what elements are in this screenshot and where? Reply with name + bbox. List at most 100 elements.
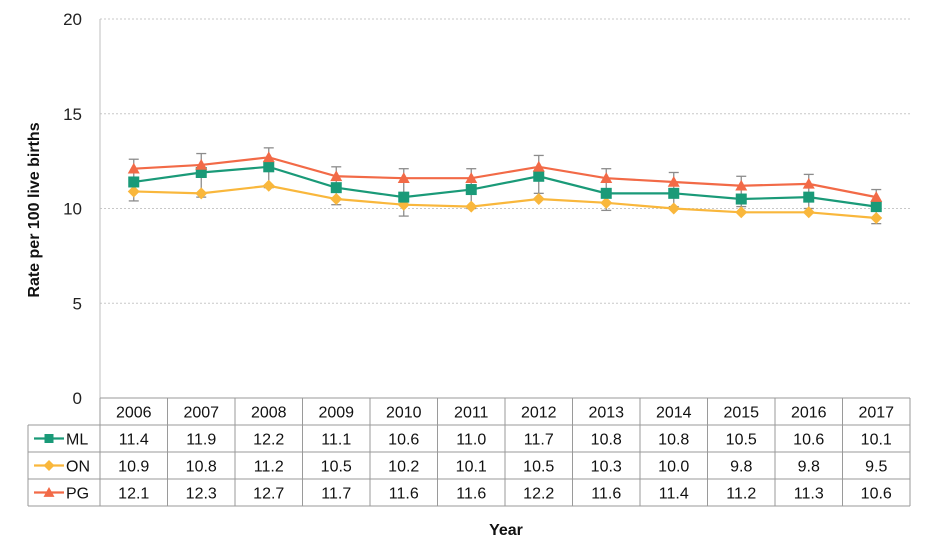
- data-point-on: [735, 206, 748, 219]
- data-point-pg: [465, 172, 478, 183]
- x-tick-label: 2014: [656, 405, 692, 422]
- table-cell: 11.0: [456, 432, 486, 449]
- data-point-pg: [600, 172, 613, 183]
- data-point-pg: [330, 170, 343, 182]
- table-cell: 12.1: [118, 486, 149, 503]
- y-tick-label: 0: [73, 389, 82, 408]
- x-tick-label: 2009: [318, 405, 354, 422]
- data-point-pg: [397, 172, 410, 183]
- table-cell: 10.5: [726, 432, 757, 449]
- data-point-pg: [870, 191, 883, 202]
- table-cell: 10.6: [861, 486, 892, 503]
- data-point-ml: [870, 201, 882, 213]
- x-tick-label: 2016: [791, 405, 827, 422]
- series-lines: [133, 156, 877, 220]
- y-axis-title: Rate per 100 live births: [26, 122, 43, 297]
- table-cell: 11.7: [321, 486, 351, 503]
- data-point-pg: [735, 179, 748, 191]
- table-cell: 11.6: [591, 486, 621, 503]
- data-point-pg: [195, 158, 208, 170]
- data-point-on: [330, 193, 343, 206]
- table-cell: 11.1: [321, 432, 351, 449]
- data-point-on: [262, 179, 275, 192]
- table-cell: 10.6: [388, 432, 419, 449]
- y-tick-label: 10: [63, 200, 82, 219]
- y-tick-label: 5: [73, 294, 82, 313]
- data-point-ml: [668, 187, 680, 199]
- table-cell: 10.8: [186, 459, 217, 476]
- data-point-on: [600, 196, 613, 209]
- table-cell: 12.2: [523, 486, 554, 503]
- table-cell: 11.3: [794, 486, 824, 503]
- data-point-ml: [195, 166, 207, 178]
- series-line-ml: [133, 165, 877, 208]
- data-point-ml: [398, 191, 410, 203]
- gridlines: [99, 18, 910, 398]
- series-line-pg: [133, 156, 877, 199]
- table-cell: 11.4: [659, 486, 689, 503]
- legend-label-on: ON: [66, 459, 90, 476]
- x-tick-label: 2010: [386, 405, 422, 422]
- table-cell: 10.5: [321, 459, 352, 476]
- data-point-pg: [532, 160, 545, 172]
- table-cell: 9.8: [798, 459, 820, 476]
- data-point-on: [195, 187, 208, 200]
- table-cell: 10.8: [591, 432, 622, 449]
- table-cell: 10.0: [658, 459, 689, 476]
- table-cell: 9.8: [730, 459, 752, 476]
- x-tick-label: 2017: [858, 405, 894, 422]
- legend-marker-pg: [43, 487, 55, 497]
- legend-label-pg: PG: [66, 486, 89, 503]
- x-axis-title: Year: [489, 522, 523, 539]
- series-markers: [127, 151, 883, 224]
- table-cell: 11.2: [254, 459, 284, 476]
- data-point-ml: [600, 187, 612, 199]
- table-cell: 10.5: [523, 459, 554, 476]
- data-point-ml: [330, 182, 342, 194]
- data-point-on: [532, 193, 545, 206]
- legend-marker-on: [43, 460, 55, 471]
- data-point-ml: [263, 161, 275, 173]
- x-tick-label: 2011: [454, 405, 489, 422]
- x-tick-label: 2007: [183, 405, 219, 422]
- table-cell: 10.8: [658, 432, 689, 449]
- x-tick-label: 2006: [116, 405, 152, 422]
- legend-marker-ml: [44, 434, 54, 443]
- table-cell: 10.9: [118, 459, 149, 476]
- table-cell: 10.2: [388, 459, 419, 476]
- x-tick-label: 2008: [251, 405, 287, 422]
- table-cell: 11.7: [524, 432, 554, 449]
- y-tick-label: 15: [63, 105, 82, 124]
- y-axis-ticks: 0 5 10 15 20: [63, 10, 82, 408]
- data-point-ml: [533, 170, 545, 182]
- table-cell: 11.6: [389, 486, 419, 503]
- data-point-on: [802, 206, 815, 219]
- table-cell: 9.5: [865, 459, 887, 476]
- table-cell: 11.9: [186, 432, 216, 449]
- x-tick-label: 2013: [588, 405, 624, 422]
- data-table: 2006 2007 2008 2009 2010 2011 2012 2013 2014 2015…: [27, 397, 911, 507]
- table-cell: 10.6: [793, 432, 824, 449]
- data-point-pg: [262, 151, 275, 163]
- series-line-on: [133, 184, 877, 220]
- data-point-ml: [465, 184, 477, 196]
- data-point-ml: [735, 193, 747, 205]
- table-cell: 12.2: [253, 432, 284, 449]
- table-cell: 10.3: [591, 459, 622, 476]
- data-point-on: [127, 185, 140, 198]
- data-point-on: [465, 200, 478, 213]
- table-cell: 10.1: [861, 432, 892, 449]
- data-point-pg: [127, 162, 140, 174]
- data-point-ml: [128, 176, 140, 188]
- legend-label-ml: ML: [66, 432, 88, 449]
- x-tick-label: 2015: [723, 405, 759, 422]
- x-tick-label: 2012: [521, 405, 557, 422]
- table-cell: 12.3: [186, 486, 217, 503]
- data-point-on: [667, 202, 680, 215]
- table-cell: 11.6: [456, 486, 486, 503]
- table-cell: 11.4: [119, 432, 149, 449]
- data-point-ml: [803, 191, 815, 203]
- data-point-on: [870, 211, 883, 224]
- table-cell: 10.1: [456, 459, 487, 476]
